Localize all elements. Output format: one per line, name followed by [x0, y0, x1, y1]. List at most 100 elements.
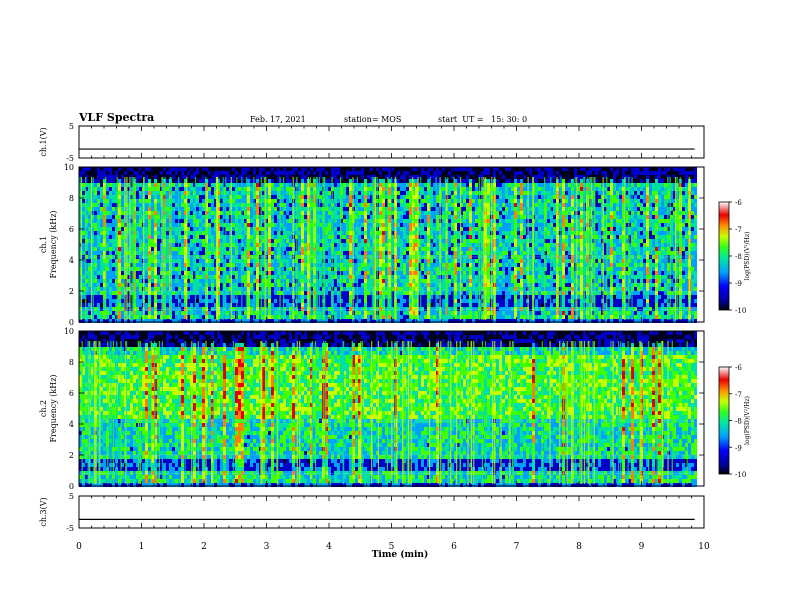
spectrogram-sferic	[186, 177, 188, 320]
spectrogram-sferic	[80, 177, 83, 320]
spectrogram-sferic	[669, 177, 671, 320]
spectrogram-sferic	[566, 341, 568, 484]
spectrogram-sferic	[559, 341, 561, 484]
spectrogram-sferic	[299, 341, 301, 484]
spectrogram-sferic	[184, 341, 186, 484]
y-tick-label: 10	[64, 327, 74, 336]
x-tick-label: 10	[698, 542, 710, 552]
spectrogram-sferic	[437, 341, 439, 484]
spectrogram-sferic	[686, 341, 688, 484]
x-tick-label: 4	[326, 542, 332, 552]
spectrogram-sferic	[260, 341, 262, 484]
x-tick-label: 2	[201, 542, 207, 552]
spectrogram-sferic	[139, 341, 141, 484]
spectrogram-sferic	[343, 341, 345, 484]
colorbar-tick-label: -8	[735, 253, 742, 261]
colorbar-tick-label: -6	[735, 199, 742, 207]
spectrogram-sferic	[282, 177, 285, 320]
spectrogram-sferic	[587, 341, 589, 484]
date-label: Feb. 17, 2021	[250, 115, 306, 124]
spectrogram-sferic	[361, 341, 364, 484]
colorbar-1	[718, 201, 730, 311]
spectrogram-sferic	[541, 341, 543, 484]
spectrogram-sferic	[276, 341, 278, 484]
spectrogram-sferic	[560, 177, 562, 320]
spectrogram-sferic	[352, 177, 354, 320]
spectrogram-sferic	[89, 341, 91, 484]
spectrogram-sferic	[583, 341, 586, 484]
spectrogram-sferic	[492, 341, 494, 484]
spectrogram-sferic	[470, 341, 473, 484]
spectrogram-sferic	[667, 341, 669, 484]
y-tick-label: 5	[69, 122, 74, 131]
spectrogram-sferic	[241, 177, 243, 320]
spectrogram-sferic	[125, 341, 127, 484]
spectrogram-sferic	[620, 341, 622, 484]
spectrogram-sferic	[205, 341, 207, 484]
spectrogram-sferic	[688, 177, 691, 320]
station-label: station= MOS	[344, 115, 402, 124]
x-tick-label: 1	[139, 542, 145, 552]
spectrogram-sferic	[394, 177, 397, 320]
spectrogram-sferic	[671, 341, 673, 484]
spectrogram-sferic	[315, 177, 317, 320]
x-axis-label: Time (min)	[372, 549, 429, 560]
colorbar-tick-label: -10	[735, 307, 746, 315]
spectrogram-sferic	[371, 341, 373, 484]
spectrogram-sferic	[429, 177, 431, 320]
spectrogram-sferic	[79, 177, 81, 320]
spectrogram-sferic	[420, 177, 422, 320]
spectrogram-sferic	[253, 177, 255, 320]
spectrogram-sferic	[583, 177, 585, 320]
spectrogram-sferic	[387, 177, 389, 320]
x-tick-label: 0	[76, 542, 82, 552]
spectrogram-sferic	[587, 177, 589, 320]
spectrogram-sferic	[453, 177, 455, 320]
spectrogram-sferic	[265, 341, 267, 484]
spectrogram-sferic	[138, 341, 140, 484]
spectrogram-sferic	[169, 177, 171, 320]
spectrogram-sferic	[593, 177, 595, 320]
spectrogram-sferic	[667, 177, 669, 320]
spectrogram-sferic	[589, 177, 591, 320]
spectrogram-sferic	[401, 341, 404, 484]
spectrogram-sferic	[494, 177, 496, 320]
spectrogram-sferic	[447, 341, 449, 484]
spectrogram-sferic	[131, 177, 133, 320]
colorbar-tick-label: -7	[735, 391, 742, 399]
y-tick-label: 4	[69, 256, 74, 265]
spectrogram-sferic	[314, 341, 317, 484]
spectrogram-sferic	[406, 341, 408, 484]
spectrogram-sferic	[318, 177, 321, 320]
y-tick-label: 6	[69, 225, 74, 234]
spectrogram-sferic	[412, 177, 414, 320]
spectrogram-sferic	[105, 177, 107, 320]
spectrogram-sferic	[225, 177, 227, 320]
y-axis-label: ch.1(V)	[39, 127, 48, 156]
spectrogram-sferic	[417, 177, 419, 320]
spectrogram-sferic	[316, 177, 318, 320]
spectrogram-sferic	[403, 341, 405, 484]
spectrogram-sferic	[679, 177, 681, 320]
spectrogram-sferic	[549, 341, 551, 484]
spectrogram-sferic	[576, 177, 578, 320]
spectrogram-sferic	[230, 177, 232, 320]
spectrogram-sferic	[460, 177, 462, 320]
y-tick-label: 2	[69, 451, 74, 460]
spectrogram-sferic	[627, 341, 629, 484]
spectrogram-sferic	[313, 177, 315, 320]
colorbar-tick-label: -6	[735, 364, 742, 372]
spectrogram-sferic	[439, 177, 441, 320]
spectrogram-sferic	[386, 341, 388, 484]
y-axis-label: Frequency (kHz)	[49, 374, 58, 442]
spectrogram-sferic	[640, 341, 642, 484]
spectrogram-sferic	[544, 177, 546, 320]
spectrogram-sferic	[307, 177, 309, 320]
spectrogram-sferic	[574, 177, 576, 320]
spectrogram-sferic	[178, 177, 180, 320]
spectrogram-sferic	[456, 341, 458, 484]
spectrogram-sferic	[260, 177, 262, 320]
spectrogram-sferic	[212, 341, 215, 484]
spectrogram-sferic	[407, 341, 410, 484]
spectrogram-sferic	[120, 341, 122, 484]
